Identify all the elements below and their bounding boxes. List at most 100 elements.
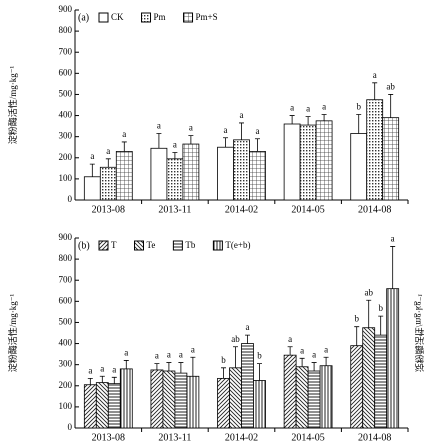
bar xyxy=(186,375,200,429)
bar xyxy=(217,146,234,201)
error-bar xyxy=(178,362,184,374)
legend-swatch xyxy=(172,240,183,251)
significance-letter: a xyxy=(373,70,377,80)
bar xyxy=(162,370,176,429)
error-bar xyxy=(354,326,360,346)
bar xyxy=(95,382,109,429)
significance-letter: a xyxy=(167,350,171,360)
significance-letter: a xyxy=(255,126,259,136)
legend-label: Tb xyxy=(185,240,195,250)
x-tick-label: 2014-08 xyxy=(358,204,391,215)
error-bar xyxy=(244,334,250,344)
bar xyxy=(374,334,388,429)
significance-letter: a xyxy=(288,334,292,344)
y-tick-label: 900 xyxy=(59,232,73,242)
bar xyxy=(182,143,200,201)
significance-letter: a xyxy=(100,363,104,373)
significance-letter: ab xyxy=(231,334,240,344)
x-tick-label: 2013-08 xyxy=(92,432,125,443)
significance-letter: a xyxy=(157,121,161,131)
significance-letter: ab xyxy=(364,287,373,297)
significance-letter: a xyxy=(300,345,304,355)
bar xyxy=(366,99,384,201)
error-bar xyxy=(111,376,117,384)
significance-letter: a xyxy=(245,322,249,332)
significance-letter: a xyxy=(88,365,92,375)
y-tick-label: 100 xyxy=(59,173,73,183)
y-tick-label: 100 xyxy=(59,401,73,411)
significance-letter: b xyxy=(257,351,262,361)
y-axis-label: 淀粉酶活性/mg·kg⁻¹ xyxy=(7,65,18,144)
bar xyxy=(315,120,333,201)
bar xyxy=(350,133,368,201)
significance-letter: a xyxy=(224,125,228,135)
bar xyxy=(319,365,333,429)
bar xyxy=(83,384,97,429)
legend-swatch xyxy=(134,240,144,251)
error-bar xyxy=(323,356,329,366)
error-bar xyxy=(221,367,227,379)
error-bar xyxy=(166,362,172,371)
significance-letter: b xyxy=(354,314,359,324)
error-bar xyxy=(123,360,129,369)
x-tick-label: 2014-02 xyxy=(225,204,258,215)
error-bar xyxy=(233,346,239,368)
y-tick-label: 700 xyxy=(59,274,73,284)
significance-letter: a xyxy=(322,102,326,112)
error-bar xyxy=(366,299,372,328)
error-bar xyxy=(289,115,295,124)
significance-letter: a xyxy=(106,146,110,156)
significance-letter: a xyxy=(290,103,294,113)
bar xyxy=(115,151,133,201)
error-bar xyxy=(372,82,378,100)
legend-label: Pm xyxy=(154,12,166,22)
error-bar xyxy=(299,357,305,367)
significance-letter: a xyxy=(189,123,193,133)
bar xyxy=(350,345,364,429)
significance-letter: ab xyxy=(386,82,395,92)
bar xyxy=(233,139,250,201)
legend-swatch xyxy=(141,12,152,23)
significance-letter: a xyxy=(112,364,116,374)
panel-label: (a) xyxy=(78,12,89,23)
bar xyxy=(107,383,121,429)
x-tick-label: 2014-08 xyxy=(358,432,391,443)
significance-letter: a xyxy=(122,129,126,139)
significance-letter: a xyxy=(324,344,328,354)
bar xyxy=(99,166,117,201)
y-tick-label: 900 xyxy=(59,4,73,14)
error-bar xyxy=(121,141,127,152)
significance-letter: b xyxy=(221,355,226,365)
y-tick-label: 700 xyxy=(59,46,73,56)
legend-label: Pm+S xyxy=(196,12,218,22)
error-bar xyxy=(105,158,111,168)
y-tick-label: 200 xyxy=(59,152,73,162)
bar xyxy=(83,176,101,201)
x-tick-label: 2013-11 xyxy=(158,204,191,215)
error-bar xyxy=(223,137,229,148)
bar xyxy=(283,354,297,429)
y-tick-label: 400 xyxy=(59,338,73,348)
significance-letter: a xyxy=(391,234,395,244)
significance-letter: a xyxy=(155,351,159,361)
y-tick-label: 600 xyxy=(59,295,73,305)
error-bar xyxy=(172,152,178,159)
x-tick-label: 2014-05 xyxy=(291,204,324,215)
error-bar xyxy=(287,346,293,356)
legend-label: CK xyxy=(111,12,124,22)
legend-swatch xyxy=(183,12,194,23)
legend-swatch xyxy=(98,240,109,251)
y-tick-label: 300 xyxy=(59,131,73,141)
significance-letter: a xyxy=(240,110,244,120)
y-axis-label-right: 淀粉酶活性/mg·kg⁻¹ xyxy=(414,293,425,372)
error-bar xyxy=(390,246,396,289)
bar xyxy=(386,288,400,429)
y-tick-label: 800 xyxy=(59,25,73,35)
significance-letter: a xyxy=(179,350,183,360)
bar xyxy=(174,372,188,429)
legend-swatch xyxy=(98,12,109,23)
y-axis-label: 淀粉酶活性/mg·kg⁻¹ xyxy=(7,293,18,372)
panel-label: (b) xyxy=(78,240,90,251)
x-tick-label: 2014-05 xyxy=(291,432,324,443)
error-bar xyxy=(156,133,162,149)
